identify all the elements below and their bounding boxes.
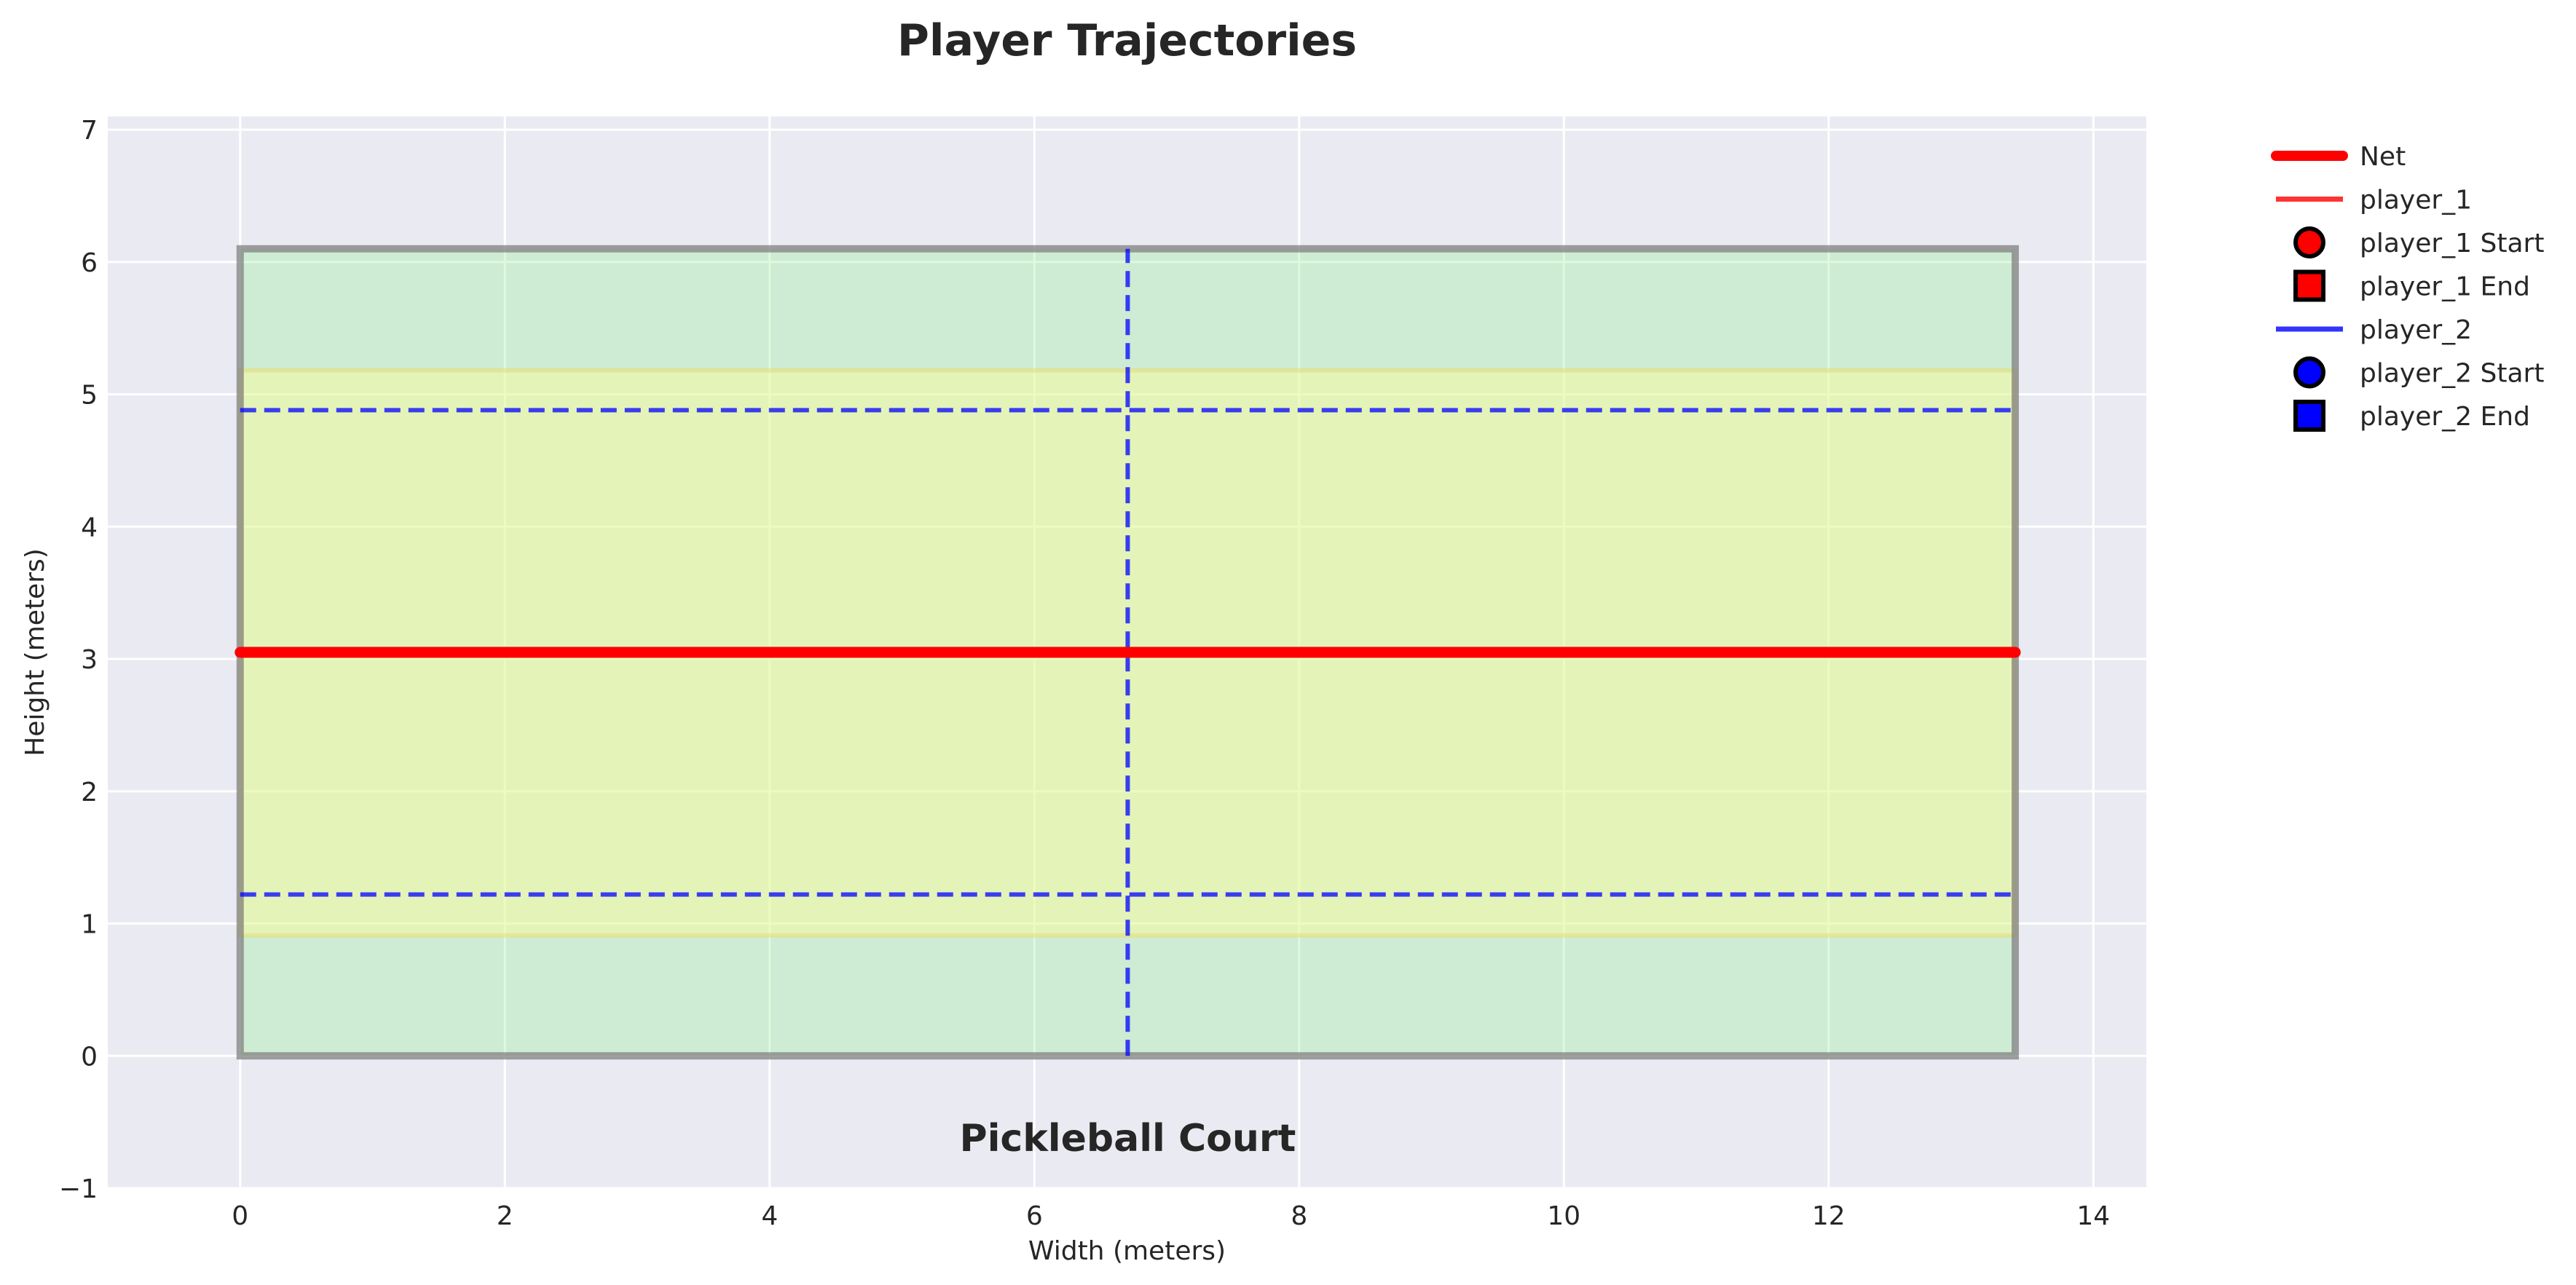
legend-swatch bbox=[2293, 269, 2325, 302]
legend-label: player_1 End bbox=[2360, 272, 2530, 302]
legend-entry: Net bbox=[2271, 142, 2406, 172]
legend: Net player_1 player_1 Start player_1 End pla… bbox=[2271, 142, 2544, 432]
x-axis-label: Width (meters) bbox=[1028, 1236, 1226, 1266]
legend-label: player_1 bbox=[2360, 186, 2472, 216]
legend-label: player_2 bbox=[2360, 315, 2472, 345]
y-tick-label: 3 bbox=[81, 645, 98, 675]
y-tick-label: 2 bbox=[81, 778, 98, 807]
y-tick-label: −1 bbox=[59, 1174, 98, 1204]
y-tick-label: 0 bbox=[81, 1042, 98, 1072]
x-tick-label: 4 bbox=[761, 1201, 778, 1231]
x-tick-label: 6 bbox=[1026, 1201, 1043, 1231]
court bbox=[235, 245, 2021, 1060]
legend-entry: player_1 End bbox=[2293, 269, 2530, 302]
x-tick-label: 8 bbox=[1291, 1201, 1307, 1231]
x-tick-label: 10 bbox=[1547, 1201, 1580, 1231]
legend-entry: player_2 Start bbox=[2293, 356, 2544, 389]
y-tick-label: 7 bbox=[81, 116, 98, 146]
y-tick-label: 1 bbox=[81, 910, 98, 940]
legend-swatch bbox=[2293, 356, 2325, 389]
court-label: Pickleball Court bbox=[959, 1117, 1296, 1161]
legend-entry: player_2 End bbox=[2293, 400, 2530, 432]
legend-label: player_2 Start bbox=[2360, 359, 2544, 389]
legend-swatch bbox=[2293, 400, 2325, 432]
x-tick-label: 12 bbox=[1812, 1201, 1846, 1231]
y-tick-label: 6 bbox=[81, 248, 98, 278]
legend-swatch bbox=[2293, 226, 2325, 258]
y-tick-label: 5 bbox=[81, 381, 98, 411]
legend-entry: player_1 Start bbox=[2293, 226, 2544, 258]
y-tick-label: 4 bbox=[81, 513, 98, 542]
legend-label: player_2 End bbox=[2360, 402, 2530, 432]
x-tick-label: 14 bbox=[2076, 1201, 2110, 1231]
legend-entry: player_2 bbox=[2276, 315, 2472, 345]
y-axis-label: Height (meters) bbox=[20, 548, 50, 756]
chart-title: Player Trajectories bbox=[897, 15, 1357, 66]
legend-entry: player_1 bbox=[2276, 186, 2472, 216]
x-tick-label: 2 bbox=[497, 1201, 513, 1231]
x-tick-label: 0 bbox=[232, 1201, 248, 1231]
legend-label: player_1 Start bbox=[2360, 229, 2544, 258]
legend-label: Net bbox=[2360, 142, 2406, 172]
